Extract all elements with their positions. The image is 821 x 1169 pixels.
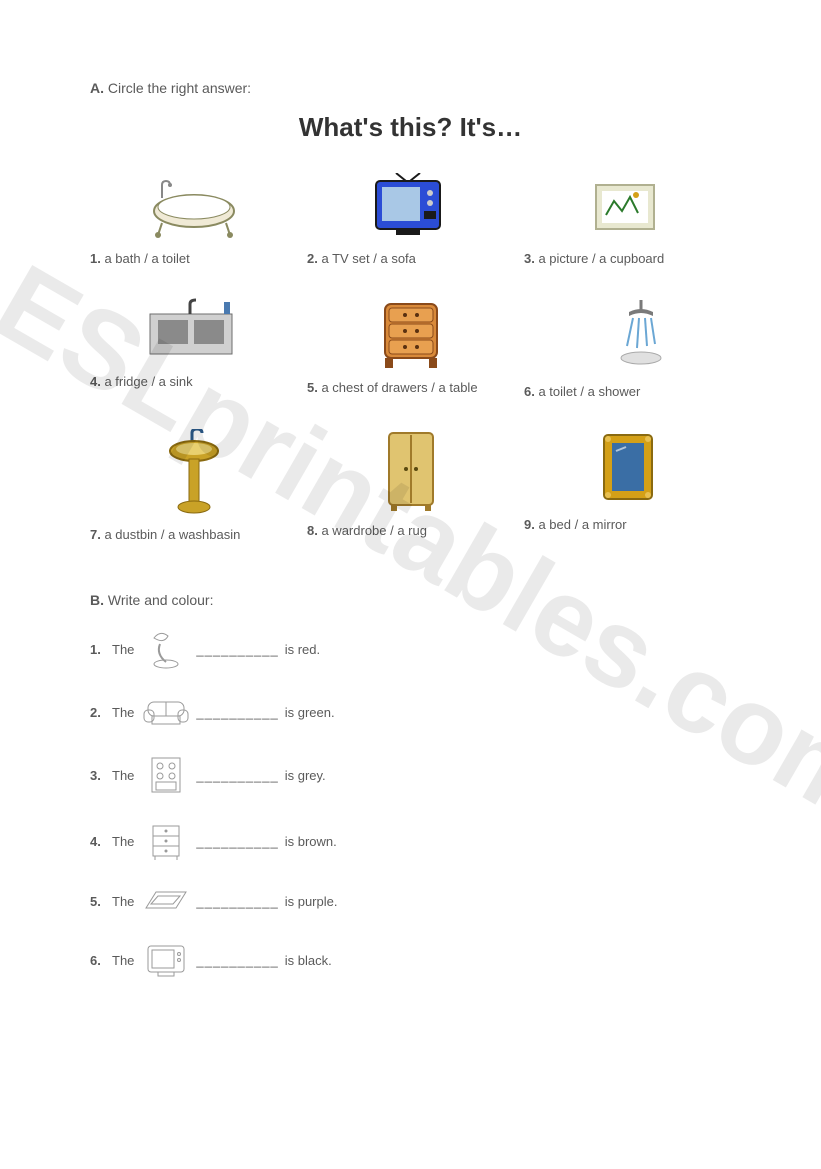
bedside-outline-icon [142,820,190,862]
rowb-5: 5. The __________ is purple. [90,886,731,916]
item-cell-8: 8. a wardrobe / a rug [307,429,514,542]
cooker-outline-icon [142,754,190,796]
wardrobe-icon [307,429,514,515]
item-cell-1: 1. a bath / a toilet [90,173,297,266]
rowb-3: 3. The __________ is grey. [90,754,731,796]
rowb-1: 1. The __________ is red. [90,628,731,670]
item-caption-1: 1. a bath / a toilet [90,251,190,266]
mirror-icon [524,429,731,509]
item-caption-5: 5. a chest of drawers / a table [307,380,478,395]
sink-icon [90,296,297,366]
rowb-2: 2. The __________ is green. [90,694,731,730]
chest-icon [307,296,514,372]
item-cell-4: 4. a fridge / a sink [90,296,297,399]
rowb-4: 4. The __________ is brown. [90,820,731,862]
section-a-grid: 1. a bath / a toilet 2. a TV set / a [90,173,731,542]
section-a-label: A. [90,80,104,96]
item-caption-2: 2. a TV set / a sofa [307,251,416,266]
section-b-instruction: Write and colour: [108,592,214,608]
worksheet-page: A. Circle the right answer: What's this?… [0,0,821,1044]
shower-icon [524,296,731,376]
tv-icon [307,173,514,243]
item-caption-4: 4. a fridge / a sink [90,374,193,389]
item-cell-6: 6. a toilet / a shower [524,296,731,399]
bath-icon [90,173,297,243]
section-a-heading: A. Circle the right answer: [90,80,731,96]
worksheet-title: What's this? It's… [90,112,731,143]
item-caption-6: 6. a toilet / a shower [524,384,640,399]
sofa-outline-icon [142,694,190,730]
item-caption-7: 7. a dustbin / a washbasin [90,527,240,542]
section-b-heading: B. Write and colour: [90,592,731,608]
lamp-outline-icon [142,628,190,670]
item-caption-8: 8. a wardrobe / a rug [307,523,427,538]
item-cell-2: 2. a TV set / a sofa [307,173,514,266]
rug-outline-icon [142,886,190,916]
picture-icon [524,173,731,243]
rowb-6: 6. The __________ is black. [90,940,731,980]
tv-outline-icon [142,940,190,980]
item-cell-5: 5. a chest of drawers / a table [307,296,514,399]
item-caption-9: 9. a bed / a mirror [524,517,627,532]
section-b-label: B. [90,592,104,608]
item-cell-3: 3. a picture / a cupboard [524,173,731,266]
item-cell-7: 7. a dustbin / a washbasin [90,429,297,542]
item-cell-9: 9. a bed / a mirror [524,429,731,542]
section-a-instruction: Circle the right answer: [108,80,251,96]
washbasin-icon [90,429,297,519]
item-caption-3: 3. a picture / a cupboard [524,251,664,266]
